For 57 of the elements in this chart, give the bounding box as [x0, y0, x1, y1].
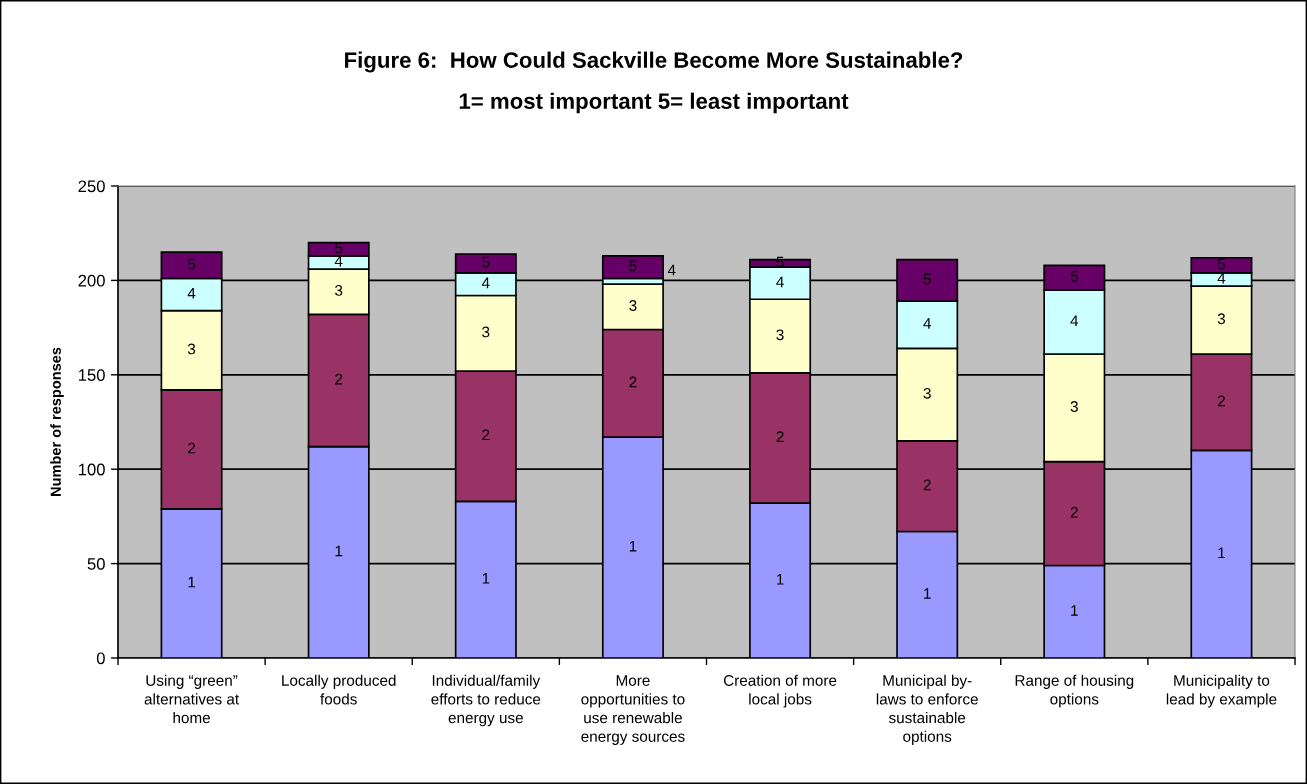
x-tick-label: Municipal by- laws to enforce sustainable options	[876, 674, 978, 745]
y-tick-label: 50	[87, 558, 105, 570]
text: 2	[335, 373, 343, 385]
text: 3	[1217, 313, 1226, 325]
x-tick-label: Creation of more local jobs	[723, 674, 837, 708]
series-label: 3	[629, 300, 637, 311]
text: 3	[187, 343, 196, 355]
series-label: 4	[334, 255, 343, 267]
text: 4	[1217, 272, 1226, 284]
text: 5	[923, 273, 931, 285]
x-tick-label: More opportunities to use renewable energy sources	[581, 675, 685, 745]
text: 4	[1070, 315, 1079, 326]
text: 5	[629, 260, 637, 272]
x-tick-label: Municipality to lead by example	[1166, 674, 1277, 708]
text: 1	[1071, 605, 1078, 616]
text: 2	[482, 429, 490, 441]
x-tick-label: Using “green” alternatives at home	[144, 674, 240, 724]
text: 4	[776, 276, 784, 288]
y-axis-title: Number of responses	[50, 347, 64, 496]
text: 3	[923, 387, 931, 399]
text: 5	[776, 256, 784, 268]
x-tick-label: Individual/family efforts to reduce energy use	[431, 674, 541, 727]
text: 4	[923, 318, 931, 329]
text: 1	[1218, 547, 1225, 559]
text: 4	[481, 277, 490, 289]
text: 2	[629, 376, 637, 388]
y-tick-label: 150	[78, 369, 105, 381]
text: 4	[667, 264, 676, 276]
text: 1	[924, 588, 931, 599]
text: 1	[629, 540, 637, 552]
text: 5	[1217, 258, 1226, 270]
series-label: 2	[1070, 506, 1078, 518]
text: 5	[187, 258, 196, 270]
y-tick-label: 250	[78, 180, 105, 193]
text: 1	[335, 545, 343, 557]
y-tick-label: 100	[78, 463, 105, 476]
series-label: 1	[776, 574, 784, 585]
text: 3	[482, 326, 490, 338]
text: 2	[923, 479, 931, 491]
text: 3	[1070, 401, 1078, 412]
text: 3	[335, 285, 343, 296]
series-label: 5	[335, 242, 343, 254]
x-tick-label: Locally produced foods	[282, 674, 396, 705]
chart-title: Figure 6: How Could Sackville Become More Sustainable?	[345, 51, 963, 73]
text: 2	[188, 442, 196, 454]
x-tick-label: Range of housing options	[1015, 674, 1134, 708]
text: 2	[1217, 395, 1225, 407]
y-tick-label: 0	[96, 652, 105, 665]
chart-subtitle: 1= most important 5= least important	[459, 92, 849, 114]
y-tick-label: 200	[78, 274, 105, 287]
text: 5	[482, 256, 490, 268]
text: 5	[1070, 271, 1078, 282]
text: 1	[482, 573, 490, 584]
text: 2	[776, 431, 784, 442]
text: 3	[776, 329, 784, 341]
text: 1	[188, 576, 196, 588]
text: 4	[187, 288, 196, 299]
